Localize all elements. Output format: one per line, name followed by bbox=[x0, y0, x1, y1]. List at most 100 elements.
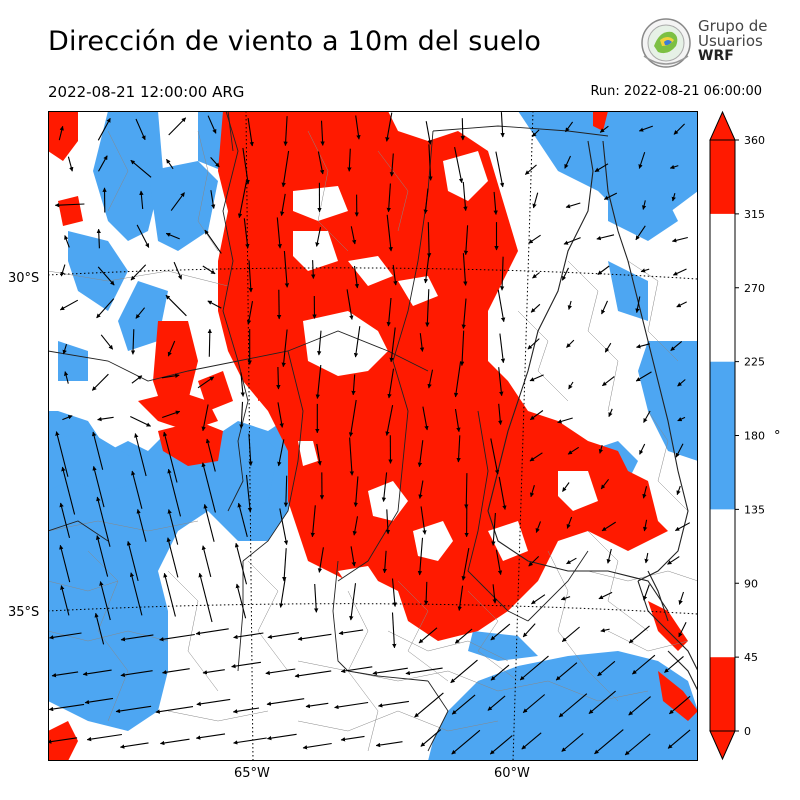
wind-arrow bbox=[246, 301, 254, 325]
wind-arrow bbox=[529, 485, 535, 498]
wind-arrow bbox=[279, 193, 286, 217]
wind-arrow bbox=[644, 552, 649, 564]
wind-arrow bbox=[636, 343, 650, 349]
wind-arrow bbox=[277, 439, 285, 467]
wind-arrow bbox=[279, 577, 286, 608]
wind-arrow bbox=[372, 667, 408, 676]
wind-arrow bbox=[277, 402, 284, 428]
wind-arrow bbox=[419, 333, 425, 352]
wind-arrow bbox=[202, 669, 225, 675]
wind-arrow bbox=[676, 485, 681, 496]
wind-arrow bbox=[340, 735, 365, 742]
wind-arrow bbox=[555, 662, 578, 681]
wind-arrow bbox=[601, 521, 616, 532]
wind-arrow bbox=[532, 272, 540, 279]
wind-arrow bbox=[355, 115, 361, 140]
colorbar-tick-label-4: 180 bbox=[744, 430, 765, 443]
wind-arrow bbox=[635, 225, 646, 241]
wind-arrow bbox=[451, 729, 481, 755]
wind-arrow bbox=[97, 266, 115, 286]
wind-arrow bbox=[334, 701, 369, 710]
wind-arrow bbox=[167, 468, 182, 517]
wind-arrow bbox=[317, 151, 325, 175]
wind-arrow bbox=[497, 289, 506, 323]
colorbar-tick-label-5: 225 bbox=[744, 356, 765, 369]
wind-arrow bbox=[535, 521, 542, 533]
wind-arrow bbox=[60, 585, 70, 616]
wind-arrow bbox=[135, 118, 146, 141]
wind-arrow bbox=[643, 519, 648, 532]
wind-arrow bbox=[315, 227, 322, 247]
wind-arrow bbox=[386, 183, 391, 213]
wind-arrow bbox=[316, 443, 322, 466]
wind-arrow bbox=[352, 516, 359, 536]
wind-arrow bbox=[234, 542, 248, 585]
wind-arrow bbox=[522, 623, 536, 638]
colorbar-tick-label-3: 135 bbox=[744, 503, 765, 516]
wind-arrow bbox=[608, 408, 613, 418]
wind-arrow bbox=[302, 742, 332, 750]
wind-arrow bbox=[210, 190, 216, 209]
wrf-logo: Grupo de Usuarios WRF bbox=[638, 16, 768, 72]
wind-arrow bbox=[667, 729, 691, 749]
wind-arrow bbox=[61, 466, 76, 515]
wind-arrow bbox=[414, 692, 444, 718]
wind-arrow bbox=[305, 702, 329, 709]
wind-arrow bbox=[201, 404, 209, 432]
wind-arrow bbox=[173, 261, 182, 280]
wind-arrow bbox=[418, 627, 438, 644]
wind-arrow bbox=[59, 502, 71, 539]
valid-time: 2022-08-21 12:00:00 ARG bbox=[48, 83, 245, 101]
wind-arrow bbox=[237, 502, 248, 538]
wind-arrow bbox=[566, 557, 577, 565]
wind-arrow bbox=[487, 695, 506, 711]
wind-arrow bbox=[427, 369, 434, 389]
wind-arrow bbox=[62, 415, 73, 421]
colorbar-bin-1 bbox=[710, 509, 735, 658]
wind-arrow bbox=[423, 581, 429, 606]
wind-arrow bbox=[671, 193, 676, 202]
wind-arrow bbox=[600, 478, 610, 490]
wind-arrow bbox=[594, 163, 609, 173]
wind-arrow bbox=[297, 633, 332, 641]
wind-arrow bbox=[664, 655, 684, 673]
wind-arrow bbox=[566, 339, 575, 348]
wind-arrow bbox=[677, 379, 686, 387]
wind-arrow bbox=[418, 480, 424, 499]
colorbar-top-extend bbox=[709, 110, 736, 141]
wind-arrow bbox=[59, 544, 71, 583]
wind-arrow bbox=[239, 401, 244, 429]
wind-arrow bbox=[426, 222, 432, 258]
wind-arrow bbox=[129, 572, 143, 616]
wind-arrow bbox=[498, 476, 507, 510]
wind-arrow bbox=[203, 503, 215, 542]
wind-arrow bbox=[425, 289, 430, 327]
wind-arrow bbox=[170, 192, 185, 211]
map-title: Dirección de viento a 10m del suelo bbox=[48, 26, 542, 57]
wind-arrow bbox=[602, 376, 615, 387]
wind-arrow bbox=[464, 473, 469, 509]
wind-arrow bbox=[197, 376, 215, 389]
wind-arrow bbox=[159, 633, 195, 642]
wind-arrow bbox=[385, 112, 393, 142]
wind-arrow bbox=[266, 733, 297, 741]
wind-arrow bbox=[456, 435, 461, 463]
wind-arrow bbox=[130, 159, 152, 178]
rivers-coastline bbox=[487, 140, 698, 692]
wind-arrow bbox=[670, 340, 683, 352]
wind-arrow bbox=[420, 506, 427, 535]
wind-arrow bbox=[317, 547, 324, 573]
wind-arrow bbox=[204, 229, 222, 254]
wind-arrow bbox=[564, 155, 571, 169]
wind-arrow bbox=[313, 583, 319, 613]
colorbar: 0 45 90 135 180 225 270 315 360 ° bbox=[709, 110, 781, 761]
lat-label-30s: 30°S bbox=[8, 271, 40, 286]
wind-arrow bbox=[155, 706, 194, 714]
wind-arrow bbox=[59, 299, 79, 311]
wind-arrow bbox=[235, 583, 247, 619]
wind-arrow bbox=[597, 660, 616, 677]
wind-arrow bbox=[165, 294, 187, 317]
wind-arrow bbox=[168, 117, 187, 136]
wind-arrow bbox=[606, 548, 612, 564]
wind-arrow bbox=[391, 612, 397, 649]
